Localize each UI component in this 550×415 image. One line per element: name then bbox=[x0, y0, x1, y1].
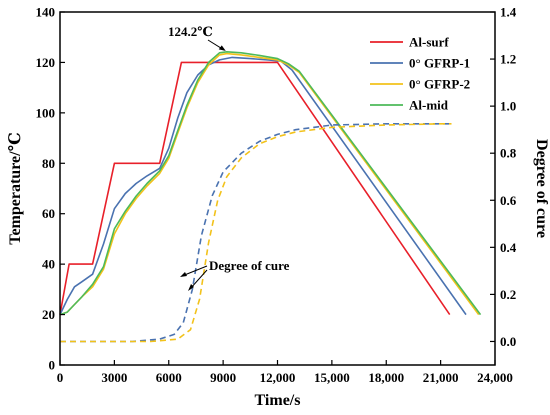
cure-annotation-label: Degree of cure bbox=[209, 258, 290, 273]
legend-label-0: Al-surf bbox=[409, 35, 449, 50]
axes-layer: 0 3000 6000 9000 12,000 15,000 18,000 21,000 24,… bbox=[7, 5, 550, 410]
y2-tick-label: 0.0 bbox=[500, 334, 516, 349]
y-tick-label: 20 bbox=[42, 307, 55, 322]
annotations: 124.2℃ Degree of cure bbox=[168, 24, 290, 291]
legend-label-1: 0° GFRP-1 bbox=[409, 56, 470, 71]
y-tick-label: 140 bbox=[36, 5, 56, 20]
x-tick-label: 21,000 bbox=[423, 370, 459, 385]
cure-arrow-head-2 bbox=[188, 284, 194, 291]
y-tick-label: 100 bbox=[36, 105, 56, 120]
y-tick-label: 60 bbox=[42, 206, 55, 221]
series-line-2 bbox=[59, 52, 480, 316]
x-tick-label: 6000 bbox=[156, 370, 182, 385]
y2-axis-title: Degree of cure bbox=[533, 139, 550, 238]
y2-tick-label: 0.2 bbox=[500, 287, 516, 302]
y2-tick-label: 0.6 bbox=[500, 193, 517, 208]
y2-tick-label: 0.8 bbox=[500, 146, 517, 161]
y-tick-label: 120 bbox=[36, 55, 56, 70]
y2-tick-label: 1.0 bbox=[500, 99, 516, 114]
y-tick-label: 0 bbox=[49, 358, 56, 373]
series-line-4 bbox=[60, 123, 452, 343]
y-tick-label: 40 bbox=[42, 257, 55, 272]
x-axis-title: Time/s bbox=[255, 392, 301, 409]
y2-tick-label: 1.2 bbox=[500, 52, 516, 67]
series-line-1 bbox=[59, 56, 467, 316]
series-layer bbox=[59, 51, 482, 343]
legend: Al-surf 0° GFRP-1 0° GFRP-2 Al-mid bbox=[370, 35, 470, 113]
y-axis-title: Temperature/℃ bbox=[7, 132, 24, 245]
x-tick-label: 15,000 bbox=[314, 370, 350, 385]
series-line-3 bbox=[59, 51, 482, 316]
x-tick-label: 24,000 bbox=[477, 370, 513, 385]
y2-tick-label: 0.4 bbox=[500, 240, 517, 255]
legend-label-3: Al-mid bbox=[409, 98, 449, 113]
peak-annotation-label: 124.2℃ bbox=[168, 24, 213, 39]
peak-arrow-head bbox=[218, 45, 226, 51]
y2-tick-label: 1.4 bbox=[500, 5, 517, 20]
series-line-5 bbox=[60, 123, 452, 343]
x-tick-label: 9000 bbox=[210, 370, 236, 385]
x-tick-label: 0 bbox=[57, 370, 64, 385]
legend-label-2: 0° GFRP-2 bbox=[409, 77, 470, 92]
x-tick-label: 18,000 bbox=[368, 370, 404, 385]
x-tick-label: 3000 bbox=[101, 370, 127, 385]
series-line-0 bbox=[59, 61, 451, 316]
cure-arrow-head-1 bbox=[180, 272, 187, 277]
y-tick-label: 80 bbox=[42, 156, 55, 171]
x-tick-label: 12,000 bbox=[260, 370, 296, 385]
